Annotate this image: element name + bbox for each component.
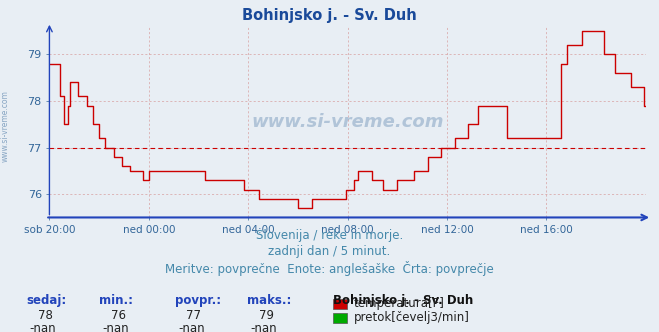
Text: 77: 77: [186, 309, 202, 322]
Text: Bohinjsko j. - Sv. Duh: Bohinjsko j. - Sv. Duh: [333, 294, 473, 307]
Text: www.si-vreme.com: www.si-vreme.com: [1, 90, 10, 162]
Text: 79: 79: [259, 309, 274, 322]
Text: min.:: min.:: [99, 294, 133, 307]
Text: www.si-vreme.com: www.si-vreme.com: [251, 113, 444, 131]
Text: Meritve: povprečne  Enote: anglešaške  Črta: povprečje: Meritve: povprečne Enote: anglešaške Črt…: [165, 261, 494, 276]
Text: pretok[čevelj3/min]: pretok[čevelj3/min]: [354, 310, 470, 324]
Text: Bohinjsko j. - Sv. Duh: Bohinjsko j. - Sv. Duh: [242, 8, 417, 23]
Text: Slovenija / reke in morje.: Slovenija / reke in morje.: [256, 229, 403, 242]
Text: zadnji dan / 5 minut.: zadnji dan / 5 minut.: [268, 245, 391, 258]
Text: -nan: -nan: [102, 322, 129, 332]
Text: -nan: -nan: [30, 322, 56, 332]
Text: temperatura[F]: temperatura[F]: [354, 297, 445, 310]
Text: -nan: -nan: [250, 322, 277, 332]
Text: sedaj:: sedaj:: [26, 294, 67, 307]
Text: 76: 76: [111, 309, 126, 322]
Text: 78: 78: [38, 309, 53, 322]
Text: maks.:: maks.:: [247, 294, 291, 307]
Text: povpr.:: povpr.:: [175, 294, 221, 307]
Text: -nan: -nan: [178, 322, 204, 332]
